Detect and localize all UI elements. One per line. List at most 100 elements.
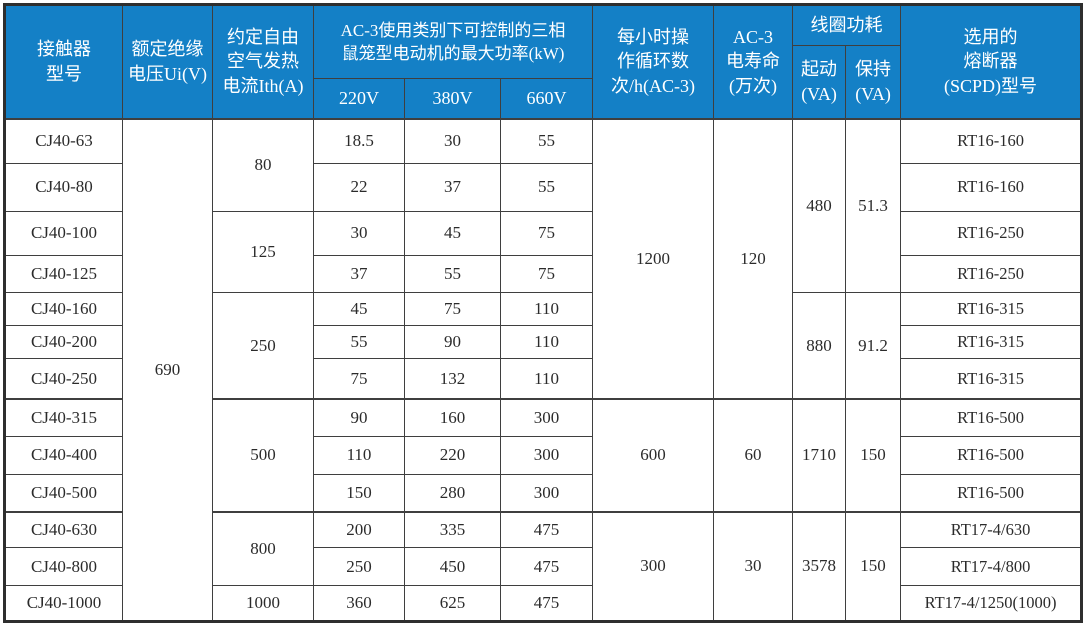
table-row: CJ40-315 500 90 160 300 600 60 1710 150 RT16-500: [4, 398, 1083, 513]
table-cell: RT17-4/630: [900, 510, 1083, 549]
model-cell: CJ40-500: [4, 474, 123, 513]
table-cell: RT16-160: [900, 163, 1083, 212]
table-cell: 150: [845, 398, 902, 513]
header-660v: 660V: [499, 78, 594, 119]
header-row-1: 接触器 型号 额定绝缘 电压Ui(V) 约定自由 空气发热 电流Ith(A) A…: [4, 4, 1083, 119]
table-cell: RT16-500: [900, 474, 1083, 513]
model-cell: CJ40-315: [4, 398, 123, 437]
table-row: CJ40-1000 1000 360 625 475 RT17-4/1250(1000): [4, 584, 1083, 623]
contactor-spec-table: 接触器 型号 额定绝缘 电压Ui(V) 约定自由 空气发热 电流Ith(A) A…: [3, 3, 1084, 623]
table-row: CJ40-800 250 450 475 RT17-4/800: [4, 547, 1083, 586]
header-max-power-kw: AC-3使用类别下可控制的三相 鼠笼型电动机的最大功率(kW): [312, 4, 594, 79]
table-cell: 335: [404, 510, 501, 549]
model-cell: CJ40-80: [4, 163, 123, 212]
table-cell: 90: [404, 325, 501, 360]
model-cell: CJ40-630: [4, 510, 123, 549]
table-cell: 625: [404, 584, 501, 623]
header-thermal-current: 约定自由 空气发热 电流Ith(A): [212, 4, 314, 119]
table-cell: 600: [592, 398, 715, 513]
model-cell: CJ40-100: [4, 210, 123, 256]
table-cell: 450: [404, 547, 501, 586]
table-cell: 75: [313, 358, 405, 400]
table-cell: 22: [313, 163, 405, 212]
header-220v: 220V: [313, 78, 405, 119]
table-row: CJ40-160 250 45 75 110 880 91.2 RT16-315: [4, 292, 1083, 400]
table-row: CJ40-63 690 80 18.5 30 55 1200 120 480 51.3 RT16-1…: [4, 117, 1083, 622]
table-cell: 300: [499, 398, 594, 437]
table-cell: 110: [499, 358, 594, 400]
model-cell: CJ40-125: [4, 254, 123, 294]
table-cell: 1000: [212, 584, 314, 623]
table-cell: 55: [499, 163, 594, 212]
table-cell: 150: [845, 510, 902, 622]
table-cell: 220: [404, 435, 501, 476]
table-cell: 45: [404, 210, 501, 256]
model-cell: CJ40-1000: [4, 584, 123, 623]
table-row: CJ40-125 37 55 75 RT16-250: [4, 254, 1083, 294]
table-cell: 1710: [792, 398, 847, 513]
table-cell: 91.2: [845, 292, 902, 400]
table-cell: 360: [313, 584, 405, 623]
table-cell: 80: [212, 117, 314, 212]
header-coil-power: 线圈功耗: [792, 4, 902, 46]
header-row-2: 起动 (VA) 保持 (VA): [5, 45, 1082, 119]
table-cell: 475: [499, 510, 594, 549]
table-cell: 280: [404, 474, 501, 513]
table-cell: 110: [499, 292, 594, 327]
table-cell: RT16-315: [900, 325, 1083, 360]
table-row: CJ40-500 150 280 300 RT16-500: [4, 474, 1083, 513]
table-cell: 300: [499, 474, 594, 513]
header-insulation-voltage: 额定绝缘 电压Ui(V): [122, 4, 213, 119]
table-cell: 30: [713, 510, 794, 622]
header-fuse-type: 选用的 熔断器 (SCPD)型号: [900, 4, 1083, 119]
table-cell: 55: [313, 325, 405, 360]
table-cell: 37: [313, 254, 405, 294]
model-cell: CJ40-160: [4, 292, 123, 327]
table-row: CJ40-200 55 90 110 RT16-315: [4, 325, 1083, 360]
table-cell: RT16-160: [900, 117, 1083, 165]
header-coil-hold: 保持 (VA): [845, 45, 902, 119]
table-cell: 300: [499, 435, 594, 476]
table-cell: 30: [404, 117, 501, 165]
table-cell: 90: [313, 398, 405, 437]
header-contactor-model: 接触器 型号: [4, 4, 123, 119]
table-cell: 125: [212, 210, 314, 294]
table-cell: RT17-4/1250(1000): [900, 584, 1083, 623]
table-cell: 30: [313, 210, 405, 256]
model-cell: CJ40-800: [4, 547, 123, 586]
table-cell: 37: [404, 163, 501, 212]
table-cell: 55: [499, 117, 594, 165]
table-cell: 110: [499, 325, 594, 360]
table-cell: 200: [313, 510, 405, 549]
model-cell: CJ40-63: [4, 117, 123, 165]
model-cell: CJ40-250: [4, 358, 123, 400]
table-row: CJ40-100 125 30 45 75 RT16-250: [4, 210, 1083, 294]
table-cell: 75: [404, 292, 501, 327]
table-row: CJ40-250 75 132 110 RT16-315: [4, 358, 1083, 400]
table-cell: 690: [122, 117, 213, 622]
table-cell: 800: [212, 510, 314, 586]
header-electrical-life: AC-3 电寿命 (万次): [713, 4, 794, 119]
table-cell: 1200: [592, 117, 715, 400]
table-cell: 51.3: [845, 117, 902, 294]
table-cell: 150: [313, 474, 405, 513]
table-cell: 480: [792, 117, 847, 294]
table-cell: 250: [212, 292, 314, 400]
table-body: CJ40-63 690 80 18.5 30 55 1200 120 480 51.3 RT16-1…: [4, 117, 1083, 623]
table-cell: RT16-315: [900, 358, 1083, 400]
model-cell: CJ40-400: [4, 435, 123, 476]
table-cell: 300: [592, 510, 715, 622]
table-cell: RT16-500: [900, 435, 1083, 476]
header-row-3: 220V 380V 660V: [5, 78, 1082, 119]
table-cell: 880: [792, 292, 847, 400]
table-cell: 120: [713, 117, 794, 400]
table-cell: 75: [499, 254, 594, 294]
table-header: 接触器 型号 额定绝缘 电压Ui(V) 约定自由 空气发热 电流Ith(A) A…: [4, 4, 1083, 119]
table-cell: RT16-500: [900, 398, 1083, 437]
table-cell: 475: [499, 547, 594, 586]
table-cell: 250: [313, 547, 405, 586]
table-cell: RT17-4/800: [900, 547, 1083, 586]
table-cell: 3578: [792, 510, 847, 622]
table-cell: 18.5: [313, 117, 405, 165]
